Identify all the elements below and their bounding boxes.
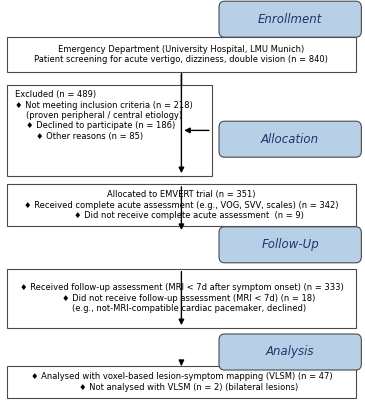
Text: (e.g., not-MRI-compatible cardiac pacemaker, declined): (e.g., not-MRI-compatible cardiac pacema… xyxy=(72,304,306,313)
Text: ♦ Did not receive follow-up assessment (MRI < 7d) (n = 18): ♦ Did not receive follow-up assessment (… xyxy=(62,294,315,303)
FancyBboxPatch shape xyxy=(7,37,356,72)
Text: Allocated to EMVERT trial (n = 351): Allocated to EMVERT trial (n = 351) xyxy=(107,190,256,199)
Text: Emergency Department (University Hospital, LMU Munich): Emergency Department (University Hospita… xyxy=(58,45,304,54)
Text: ♦ Not meeting inclusion criteria (n = 218): ♦ Not meeting inclusion criteria (n = 21… xyxy=(15,101,192,110)
Text: ♦ Received complete acute assessment (e.g., VOG, SVV, scales) (n = 342): ♦ Received complete acute assessment (e.… xyxy=(24,200,339,210)
Text: Analysis: Analysis xyxy=(266,346,314,358)
FancyBboxPatch shape xyxy=(7,366,356,398)
Text: ♦ Declined to participate (n = 186): ♦ Declined to participate (n = 186) xyxy=(26,122,175,130)
Text: ♦ Did not receive complete acute assessment  (n = 9): ♦ Did not receive complete acute assessm… xyxy=(74,211,304,220)
Text: ♦ Analysed with voxel-based lesion-symptom mapping (VLSM) (n = 47): ♦ Analysed with voxel-based lesion-sympt… xyxy=(31,372,332,381)
Text: Enrollment: Enrollment xyxy=(258,13,322,26)
Text: ♦ Other reasons (n = 85): ♦ Other reasons (n = 85) xyxy=(36,132,143,141)
FancyBboxPatch shape xyxy=(7,85,212,176)
FancyBboxPatch shape xyxy=(219,1,361,37)
Text: ♦ Not analysed with VLSM (n = 2) (bilateral lesions): ♦ Not analysed with VLSM (n = 2) (bilate… xyxy=(79,383,298,392)
FancyBboxPatch shape xyxy=(219,227,361,263)
FancyBboxPatch shape xyxy=(219,334,361,370)
Text: Excluded (n = 489): Excluded (n = 489) xyxy=(15,90,96,99)
FancyBboxPatch shape xyxy=(219,121,361,157)
FancyBboxPatch shape xyxy=(7,184,356,226)
Text: Allocation: Allocation xyxy=(261,133,319,146)
Text: ♦ Received follow-up assessment (MRI < 7d after symptom onset) (n = 333): ♦ Received follow-up assessment (MRI < 7… xyxy=(20,284,343,292)
Text: Patient screening for acute vertigo, dizziness, double vision (n = 840): Patient screening for acute vertigo, diz… xyxy=(34,55,328,64)
Text: Follow-Up: Follow-Up xyxy=(261,238,319,251)
Text: (proven peripheral / central etiology): (proven peripheral / central etiology) xyxy=(26,111,182,120)
FancyBboxPatch shape xyxy=(7,269,356,328)
